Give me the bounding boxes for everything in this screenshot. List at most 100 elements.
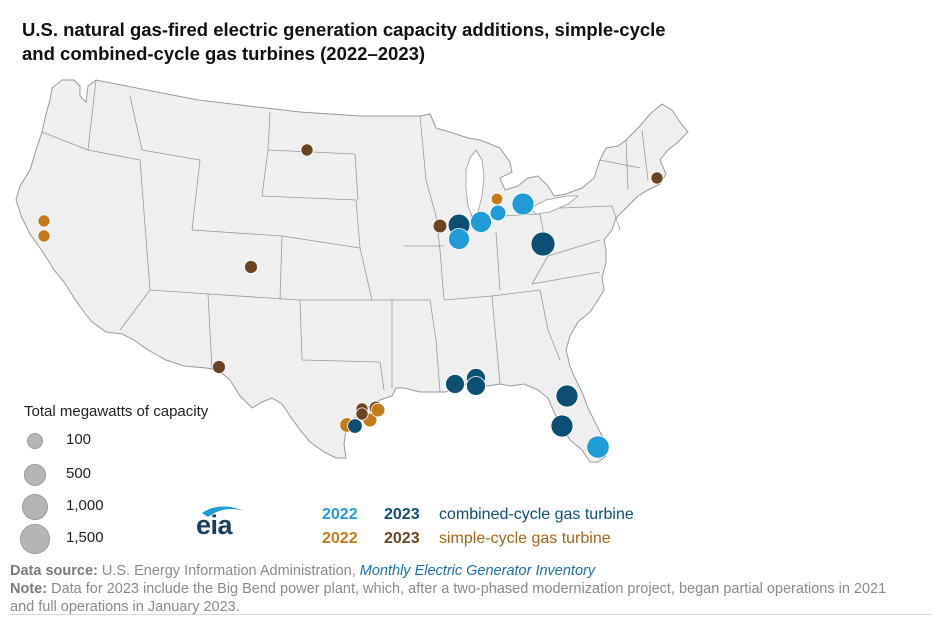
- state-border-33: [491, 295, 501, 385]
- plant-marker-simple-cycle-2022[interactable]: [37, 229, 51, 243]
- plant-marker-simple-cycle-2023[interactable]: [432, 218, 448, 234]
- state-borders: [41, 79, 649, 393]
- state-border-9: [191, 159, 201, 231]
- state-border-36: [547, 329, 561, 361]
- plant-marker-combined-cycle-2022[interactable]: [586, 435, 610, 459]
- size-legend-label: 1,000: [66, 497, 104, 514]
- eia-logo-swoosh-icon: [202, 506, 244, 517]
- us-land: [15, 79, 689, 463]
- legend-year-2022-simple: 2022: [322, 530, 358, 547]
- state-border-48: [641, 129, 649, 181]
- state-border-37: [495, 231, 501, 291]
- state-border-45: [611, 205, 621, 231]
- us-outline: [15, 79, 689, 463]
- size-legend-label: 500: [66, 465, 92, 482]
- plant-marker-combined-cycle-2023[interactable]: [466, 376, 486, 396]
- state-border-29: [425, 179, 437, 217]
- plant-marker-combined-cycle-2022[interactable]: [489, 204, 507, 222]
- plant-marker-combined-cycle-2023[interactable]: [347, 418, 363, 434]
- lake-erie: [529, 195, 580, 215]
- plant-marker-simple-cycle-2023[interactable]: [244, 260, 258, 274]
- state-border-0: [87, 79, 97, 151]
- state-border-20: [261, 195, 357, 201]
- eia-logo-text: eia: [196, 510, 233, 540]
- source-text: U.S. Energy Information Administration,: [101, 563, 356, 579]
- state-border-14: [301, 359, 381, 363]
- legend-combined-cycle-label: combined-cycle gas turbine: [439, 506, 634, 523]
- state-border-7: [207, 293, 213, 371]
- plant-marker-simple-cycle-2023[interactable]: [300, 143, 314, 157]
- state-border-31: [439, 249, 445, 301]
- size-legend-row: 100: [22, 426, 162, 456]
- plant-marker-simple-cycle-2022[interactable]: [37, 214, 51, 228]
- plant-marker-simple-cycle-2022[interactable]: [370, 402, 386, 418]
- state-border-32: [443, 295, 493, 301]
- plant-marker-simple-cycle-2022[interactable]: [490, 192, 504, 206]
- plant-marker-combined-cycle-2023[interactable]: [445, 374, 465, 394]
- state-border-42: [531, 271, 601, 285]
- size-legend-row: 1,500: [20, 524, 162, 554]
- legend-year-2023-combined: 2023: [384, 506, 420, 523]
- note-text: Data for 2023 include the Big Bend power…: [10, 581, 887, 615]
- state-border-1: [41, 131, 89, 151]
- size-legend-circle: [27, 433, 43, 449]
- state-border-47: [625, 139, 629, 191]
- state-border-41: [531, 255, 549, 285]
- plant-markers: [37, 143, 664, 459]
- state-border-12: [207, 293, 301, 301]
- legend-year-2022-combined: 2022: [322, 506, 358, 523]
- plant-marker-combined-cycle-2022[interactable]: [448, 228, 470, 250]
- footer-divider: [10, 614, 932, 615]
- state-border-19: [261, 149, 269, 197]
- state-border-10: [191, 229, 283, 237]
- page-title: U.S. natural gas-fired electric generati…: [22, 19, 666, 64]
- size-legend-circle: [24, 464, 46, 486]
- size-legend-label: 1,500: [66, 529, 104, 546]
- state-border-11: [279, 235, 283, 301]
- plant-marker-simple-cycle-2023[interactable]: [650, 171, 664, 185]
- source-link[interactable]: Monthly Electric Generator Inventory: [359, 563, 596, 579]
- size-legend-row: 500: [22, 460, 162, 490]
- plant-marker-combined-cycle-2022[interactable]: [470, 211, 492, 233]
- state-border-22: [281, 235, 361, 249]
- legend-simple-cycle-label: simple-cycle gas turbine: [439, 530, 611, 547]
- state-border-34: [491, 289, 541, 297]
- plant-marker-combined-cycle-2023[interactable]: [555, 384, 579, 408]
- state-border-4: [139, 159, 151, 291]
- state-border-16: [267, 111, 271, 151]
- legend-year-2023-simple: 2023: [384, 530, 420, 547]
- state-border-8: [141, 149, 201, 161]
- state-border-3: [129, 95, 143, 151]
- plant-marker-simple-cycle-2023[interactable]: [212, 360, 226, 374]
- state-border-43: [547, 239, 601, 257]
- state-border-5: [119, 289, 151, 331]
- state-border-27: [435, 339, 441, 393]
- data-source: Data source: U.S. Energy Information Adm…: [10, 562, 595, 580]
- state-border-13: [299, 299, 303, 361]
- plant-marker-combined-cycle-2022[interactable]: [511, 192, 535, 216]
- state-border-6: [149, 289, 209, 295]
- state-border-39: [499, 213, 541, 217]
- state-border-23: [359, 247, 373, 301]
- note-label: Note:: [10, 581, 48, 597]
- state-border-15: [379, 361, 385, 391]
- state-border-21: [355, 199, 361, 249]
- state-border-28: [419, 115, 427, 181]
- state-border-35: [539, 289, 549, 331]
- plant-marker-combined-cycle-2023[interactable]: [550, 414, 574, 438]
- state-border-18: [354, 153, 359, 201]
- size-legend-label: 100: [66, 431, 92, 448]
- source-label: Data source:: [10, 563, 98, 579]
- state-border-2: [87, 149, 141, 161]
- footnote: Note: Data for 2023 include the Big Bend…: [10, 580, 910, 616]
- state-border-46: [599, 159, 641, 169]
- size-legend-circle: [20, 524, 50, 554]
- size-legend-circle: [21, 493, 49, 521]
- plant-marker-combined-cycle-2023[interactable]: [530, 231, 556, 257]
- size-legend-row: 1,000: [21, 492, 162, 522]
- size-legend-title: Total megawatts of capacity: [24, 403, 209, 420]
- plant-marker-simple-cycle-2023[interactable]: [355, 407, 369, 421]
- state-border-26: [429, 299, 437, 341]
- state-border-44: [559, 205, 613, 209]
